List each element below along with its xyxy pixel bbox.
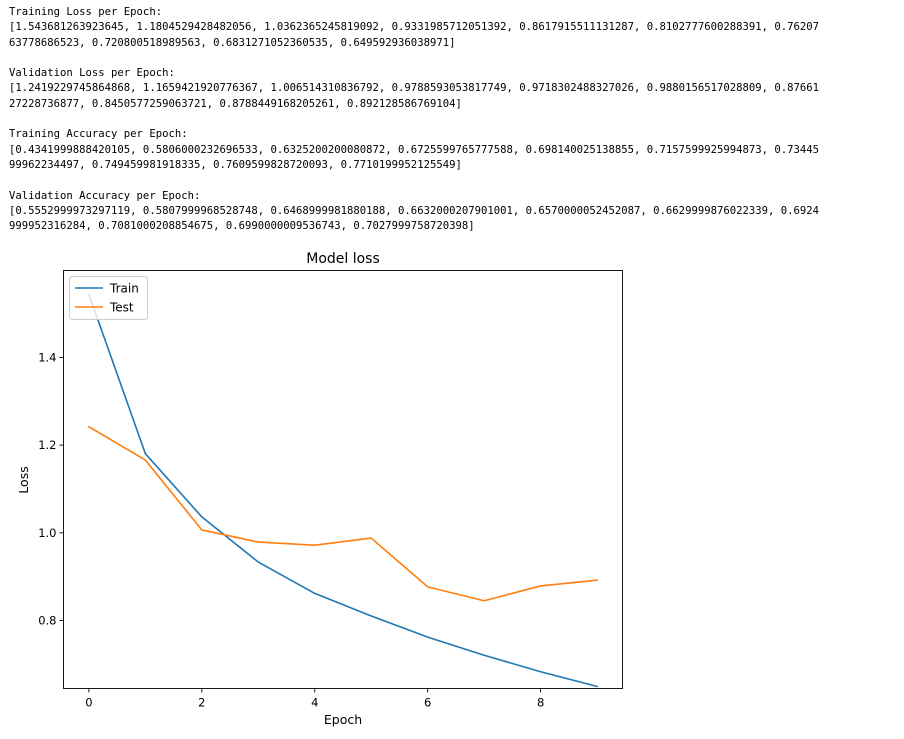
series-line-test: [87, 425, 598, 602]
y-tick-label: 1.0: [38, 526, 56, 540]
x-tick-label: 0: [85, 696, 92, 710]
training-accuracy-values-line-2: 99962234497, 0.749459981918335, 0.760959…: [9, 158, 462, 171]
training-loss-output: Training Loss per Epoch: [1.543681263923…: [9, 5, 899, 51]
legend-label-train: Train: [109, 282, 139, 296]
chart-title: Model loss: [306, 251, 380, 267]
training-loss-values-line-2: 63778686523, 0.720800518989563, 0.683127…: [9, 36, 456, 49]
training-accuracy-output: Training Accuracy per Epoch: [0.43419998…: [9, 127, 899, 173]
legend: Train Test: [69, 276, 148, 320]
x-tick-label: 8: [537, 696, 544, 710]
validation-loss-header: Validation Loss per Epoch:: [9, 67, 175, 80]
legend-label-test: Test: [109, 301, 134, 315]
y-tick-label: 0.8: [38, 613, 56, 627]
training-accuracy-header: Training Accuracy per Epoch:: [9, 128, 188, 141]
training-loss-values-line-1: [1.543681263923645, 1.1804529428482056, …: [9, 21, 820, 34]
y-axis-ticks: 0.8 1.0 1.2 1.4: [38, 350, 64, 627]
plot-frame: [63, 270, 623, 689]
x-tick-label: 6: [424, 696, 431, 710]
y-tick-label: 1.4: [38, 350, 56, 364]
y-tick-label: 1.2: [38, 438, 56, 452]
validation-loss-values-line-2: 27228736877, 0.8450577259063721, 0.87884…: [9, 97, 462, 110]
x-axis-ticks: 0 2 4 6 8: [85, 688, 544, 710]
loss-chart: Model loss 0 2 4 6 8 0.8 1.0 1.2 1.4 Epoch Loss…: [16, 251, 623, 727]
x-axis-label: Epoch: [324, 712, 362, 727]
series-line-train: [87, 293, 599, 688]
validation-loss-values-line-1: [1.2419229745864868, 1.1659421920776367,…: [9, 82, 820, 95]
x-tick-label: 2: [198, 696, 205, 710]
y-axis-label: Loss: [16, 466, 31, 493]
notebook-output: Training Loss per Epoch: [1.543681263923…: [9, 5, 899, 250]
validation-loss-output: Validation Loss per Epoch: [1.2419229745…: [9, 66, 899, 112]
validation-accuracy-header: Validation Accuracy per Epoch:: [9, 189, 201, 202]
plot-lines: [87, 293, 599, 688]
training-accuracy-values-line-1: [0.4341999888420105, 0.5806000232696533,…: [9, 143, 820, 156]
validation-accuracy-output: Validation Accuracy per Epoch: [0.555299…: [9, 189, 899, 235]
validation-accuracy-values-line-1: [0.5552999973297119, 0.5807999968528748,…: [9, 204, 820, 217]
training-loss-header: Training Loss per Epoch:: [9, 6, 163, 18]
validation-accuracy-values-line-2: 999952316284, 0.7081000208854675, 0.6990…: [9, 220, 475, 233]
x-tick-label: 4: [311, 696, 318, 710]
